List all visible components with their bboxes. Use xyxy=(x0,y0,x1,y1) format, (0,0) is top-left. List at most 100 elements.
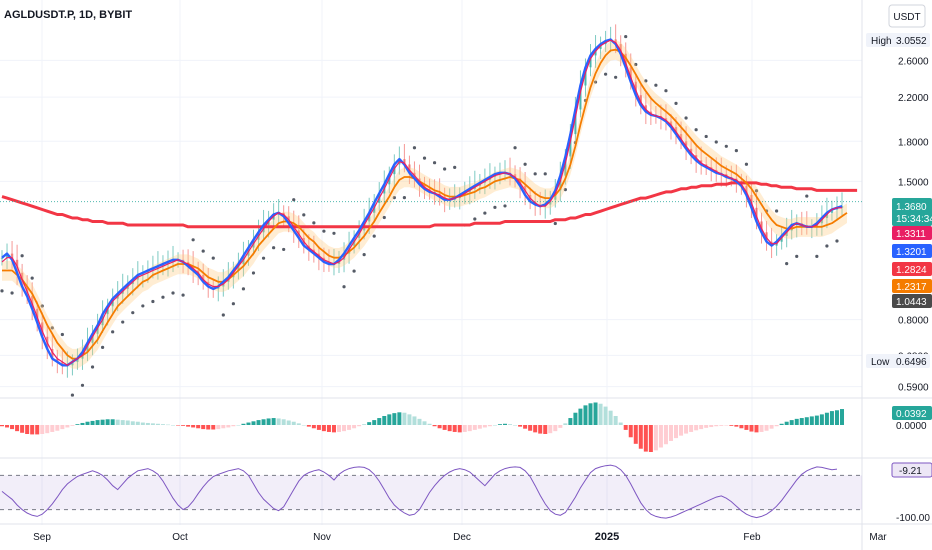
macd-bar xyxy=(352,425,357,429)
macd-bar xyxy=(588,403,593,425)
psar-dot xyxy=(453,165,457,169)
psar-dot xyxy=(614,75,618,79)
psar-dot xyxy=(261,256,266,260)
psar-dot xyxy=(272,246,276,250)
time-axis[interactable]: Sep Oct Nov Dec 2025 Feb Mar xyxy=(33,531,887,543)
macd-bar xyxy=(337,425,342,432)
macd-bar xyxy=(578,408,583,425)
macd-bar xyxy=(271,418,276,425)
psar-dot xyxy=(785,262,789,266)
macd-bar xyxy=(548,425,553,434)
candle xyxy=(10,241,14,269)
psar-dot xyxy=(493,205,497,209)
macd-bar xyxy=(442,425,447,430)
price-tag: 1.3311 xyxy=(892,226,932,240)
macd-bar xyxy=(10,425,15,430)
psar-dot xyxy=(352,269,356,273)
macd-bar xyxy=(744,425,749,430)
series-line xyxy=(1,38,843,367)
psar-dot xyxy=(251,271,256,275)
macd-bar xyxy=(191,425,196,428)
psar-dot xyxy=(80,383,85,387)
macd-bar xyxy=(427,423,432,425)
macd-bar xyxy=(241,423,246,425)
price-tick-label: 0.5900 xyxy=(898,383,929,394)
psar-dot xyxy=(30,276,34,280)
macd-bar xyxy=(50,425,55,432)
psar-dot xyxy=(90,365,95,369)
macd-bar xyxy=(497,424,502,425)
macd-bar xyxy=(206,425,211,430)
psar-dot xyxy=(100,345,105,349)
macd-bar xyxy=(508,424,513,425)
macd-bar xyxy=(543,425,548,434)
macd-zero-label: 0.0000 xyxy=(896,421,927,432)
macd-bar xyxy=(502,423,507,425)
macd-bar xyxy=(457,425,462,433)
macd-bar xyxy=(472,425,477,430)
oscillator-band xyxy=(0,475,862,510)
candle xyxy=(639,85,643,115)
macd-bar xyxy=(160,424,165,425)
macd-bar xyxy=(518,425,523,427)
macd-bar xyxy=(40,425,45,434)
macd-bar xyxy=(568,418,573,425)
psar-dot xyxy=(724,144,728,148)
macd-bar xyxy=(759,425,764,432)
macd-bar xyxy=(819,414,824,425)
macd-bar xyxy=(553,425,558,432)
psar-dot xyxy=(443,167,447,171)
psar-dot xyxy=(312,221,316,225)
psar-dot xyxy=(20,254,24,258)
macd-bar xyxy=(357,425,362,427)
macd-bar xyxy=(674,425,679,439)
macd-bar xyxy=(684,425,689,434)
macd-bar xyxy=(130,421,135,425)
psar-dot xyxy=(815,254,819,259)
psar-dot xyxy=(543,172,547,176)
macd-bar xyxy=(623,425,628,430)
macd-bar xyxy=(105,419,110,425)
indicator-lines xyxy=(1,38,858,369)
svg-text:-9.21: -9.21 xyxy=(899,466,922,477)
psar-dot xyxy=(211,256,215,260)
macd-bar xyxy=(528,425,533,431)
macd-bar xyxy=(462,425,467,432)
svg-text:1.3311: 1.3311 xyxy=(896,229,926,240)
candle xyxy=(624,42,627,78)
macd-bar xyxy=(20,425,25,433)
macd-bar xyxy=(734,425,739,427)
macd-bar xyxy=(714,425,719,427)
macd-bar xyxy=(165,424,170,426)
psar-dot xyxy=(191,238,195,242)
macd-bar xyxy=(769,425,774,429)
psar-dot xyxy=(342,285,346,289)
candle xyxy=(5,243,9,270)
macd-bar xyxy=(794,418,799,425)
svg-text:0.6496: 0.6496 xyxy=(896,357,927,368)
psar-dot xyxy=(553,221,557,226)
macd-bar xyxy=(603,406,608,425)
macd-bar xyxy=(563,423,568,425)
price-tag: 1.3201 xyxy=(892,244,932,258)
macd-bar xyxy=(261,419,266,425)
macd-bar xyxy=(437,425,442,429)
price-axis[interactable]: 2.60002.20001.80001.50000.80000.68000.59… xyxy=(866,33,932,394)
macd-bar xyxy=(533,425,538,433)
macd-bar xyxy=(35,425,40,435)
macd-bar xyxy=(538,425,543,434)
psar-dot xyxy=(684,116,688,120)
macd-bar xyxy=(372,420,377,425)
macd-bar xyxy=(729,425,734,426)
macd-bar xyxy=(246,422,251,425)
macd-bar xyxy=(326,425,331,432)
macd-bar xyxy=(824,412,829,425)
psar-dot xyxy=(70,393,75,397)
macd-bar xyxy=(60,425,65,430)
psar-dot xyxy=(563,188,567,192)
currency-button[interactable] xyxy=(888,4,926,28)
psar-dot xyxy=(40,304,44,308)
macd-bar xyxy=(774,425,779,427)
